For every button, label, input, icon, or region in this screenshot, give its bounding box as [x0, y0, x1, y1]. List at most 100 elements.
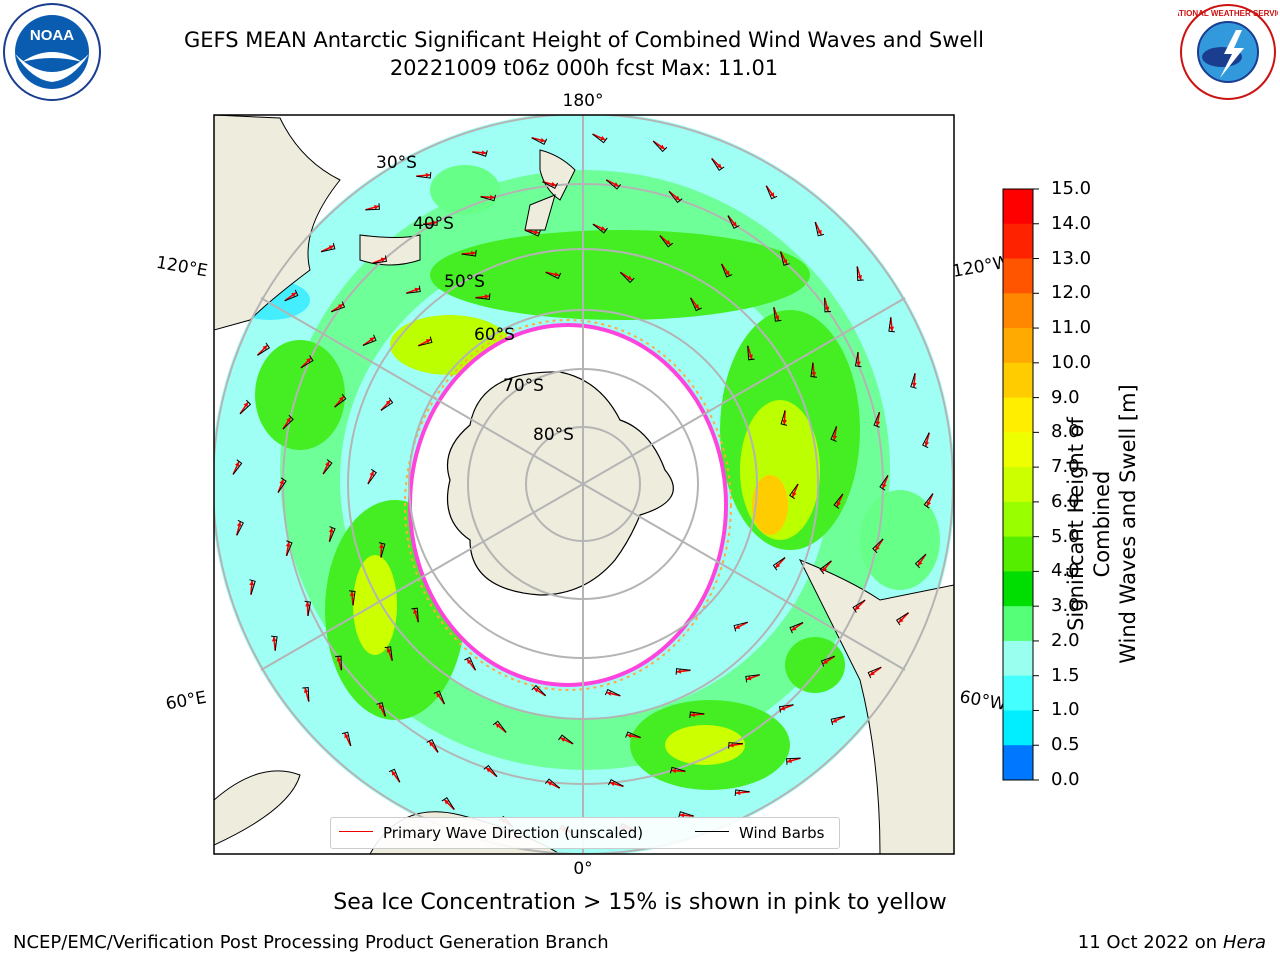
- colorbar-tick-label: 8.0: [1051, 421, 1080, 443]
- colorbar-tick-label: 3.0: [1051, 595, 1080, 617]
- wave-arrow-head: [735, 790, 741, 796]
- wave-arrow-head: [338, 396, 344, 402]
- wave-arrow-head: [547, 781, 553, 786]
- wave-arrow-head: [467, 659, 472, 664]
- wind-barb: [376, 702, 386, 717]
- wave-arrow-head: [889, 326, 895, 332]
- wind-barb: [780, 410, 788, 426]
- wave-arrow-head: [882, 483, 887, 489]
- wind-barb: [607, 778, 624, 787]
- wave-arrow-head: [609, 781, 615, 787]
- wind-barb: [879, 475, 889, 491]
- wave-arrow-head: [338, 304, 344, 309]
- wave-arrow-head: [279, 479, 284, 485]
- wave-arrow-head: [782, 419, 787, 425]
- wind-barb: [271, 635, 278, 651]
- wave-arrow-head: [551, 181, 557, 187]
- wind-barb: [689, 711, 705, 718]
- colorbar-title-line1: Significant Height of Combined: [1064, 417, 1114, 631]
- wind-barb: [304, 600, 312, 616]
- wave-arrow-head: [775, 562, 781, 568]
- page-subtitle: 20221009 t06z 000h fcst Max: 11.01: [389, 56, 779, 80]
- wave-arrow-head: [926, 501, 932, 507]
- wave-arrow-head: [600, 226, 606, 231]
- wind-barb: [423, 219, 438, 226]
- lat-label-60s: 60°S: [474, 325, 515, 345]
- nws-logo-text: NATIONAL WEATHER SERVICE: [1178, 9, 1278, 18]
- wave-arrow-head: [875, 421, 881, 426]
- wave-arrow-head: [811, 372, 817, 377]
- wave-arrow-head: [898, 617, 904, 623]
- colorbar-tick-label: 10.0: [1051, 351, 1092, 373]
- wind-barb: [257, 342, 271, 356]
- wind-barb: [472, 150, 488, 157]
- wave-arrow-head: [665, 239, 671, 245]
- wind-barb: [867, 666, 882, 679]
- wave-direction-legend-label: Primary Wave Direction (unscaled): [383, 824, 644, 842]
- wind-barb: [669, 766, 686, 774]
- wave-arrow-head: [822, 659, 828, 664]
- antarctica-landmass: [446, 371, 674, 596]
- wave-arrow-head: [243, 402, 249, 408]
- wave-arrow-head: [490, 194, 495, 200]
- wind-barb: [558, 734, 574, 745]
- wind-barb: [464, 656, 476, 671]
- wave-arrow-head: [671, 768, 676, 774]
- wave-arrow-head: [286, 417, 291, 423]
- wave-arrow-head: [305, 601, 310, 607]
- wave-arrow-head: [774, 315, 780, 321]
- wind-barb: [378, 542, 386, 558]
- wave-arrow-head: [386, 647, 392, 653]
- wind-barb: [232, 459, 243, 475]
- wind-barb: [872, 538, 884, 554]
- wave-arrow-head: [369, 471, 374, 477]
- wind-barb: [365, 203, 380, 211]
- wave-arrow-head: [486, 767, 492, 773]
- wave-arrow-head: [425, 339, 431, 344]
- wave-arrow-head: [659, 144, 665, 150]
- wind-barb: [349, 590, 356, 606]
- colorbar-segment: [1003, 328, 1033, 364]
- colorbar-tick-label: 1.0: [1051, 699, 1080, 721]
- wave-arrow-head: [369, 337, 375, 342]
- wind-barb: [747, 345, 755, 361]
- wind-barb: [384, 646, 393, 661]
- colorbar-segment: [1003, 640, 1033, 677]
- wind-barb: [772, 557, 786, 571]
- wave-arrow-head: [716, 163, 722, 169]
- wave-arrow-head: [732, 221, 737, 227]
- colorbar-segment: [1003, 293, 1033, 329]
- wave-arrow-head: [303, 688, 309, 693]
- wave-arrow-head: [385, 400, 391, 406]
- wind-barb: [525, 230, 541, 237]
- wind-barb: [604, 688, 621, 697]
- wind-barb: [727, 215, 740, 229]
- map-legend: Primary Wave Direction (unscaled) Wind B…: [330, 817, 840, 849]
- wave-arrow-head: [690, 712, 695, 718]
- wave-arrow-head: [824, 306, 830, 312]
- wind-barb: [321, 242, 336, 253]
- colorbar-segment: [1003, 258, 1033, 294]
- wave-arrow-head: [735, 624, 741, 629]
- wave-arrow-head: [432, 220, 437, 226]
- wind-barb: [833, 493, 844, 509]
- colorbar-segment: [1003, 675, 1033, 711]
- wind-barb: [856, 266, 864, 281]
- wave-arrow-head: [855, 605, 860, 610]
- wind-barb: [441, 796, 455, 810]
- wave-arrow-head: [792, 491, 797, 497]
- wind-barb: [605, 179, 622, 190]
- wave-arrow-head: [791, 626, 797, 631]
- wind-barb: [810, 362, 817, 378]
- wind-barb: [923, 493, 934, 509]
- wave-arrow-head: [769, 192, 775, 198]
- colorbar-tick-label: 15.0: [1051, 178, 1092, 199]
- colorbar-tick-label: 9.0: [1051, 386, 1080, 408]
- wave-arrow-head: [379, 543, 384, 549]
- colorbar-tick-label: 5.0: [1051, 525, 1080, 547]
- wave-direction-arrows: [232, 133, 934, 835]
- footer-host: Hera: [1222, 932, 1266, 953]
- wave-arrow-head: [271, 636, 277, 642]
- wave-arrow-head: [328, 245, 334, 250]
